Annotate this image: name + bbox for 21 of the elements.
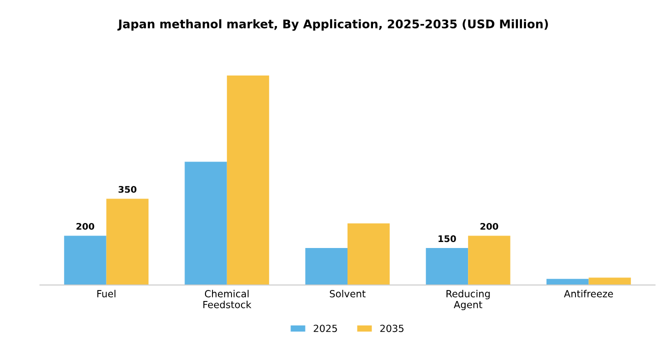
x-tick-label: Chemical Feedstock <box>203 290 252 308</box>
x-tick-label: Solvent <box>330 290 366 298</box>
bar <box>468 236 510 285</box>
data-label: 350 <box>118 186 136 193</box>
data-label: 200 <box>480 222 498 230</box>
chart-title: Japan methanol market, By Application, 2025-2035 (USD Million) <box>117 19 548 31</box>
x-tick-label: Reducing Agent <box>446 290 490 310</box>
bar <box>106 198 149 285</box>
x-tick-label: Fuel <box>97 290 116 298</box>
bar <box>348 223 390 285</box>
legend-label: 2035 <box>380 324 404 332</box>
x-tick-label: Antifreeze <box>564 290 613 298</box>
data-label: 150 <box>438 235 456 242</box>
bar <box>426 248 468 285</box>
legend-label: 2025 <box>314 324 337 332</box>
bar <box>588 278 631 285</box>
data-label: 200 <box>76 222 94 230</box>
bar <box>64 236 106 285</box>
bar <box>184 162 227 285</box>
bar <box>226 75 270 285</box>
bar <box>305 248 348 285</box>
